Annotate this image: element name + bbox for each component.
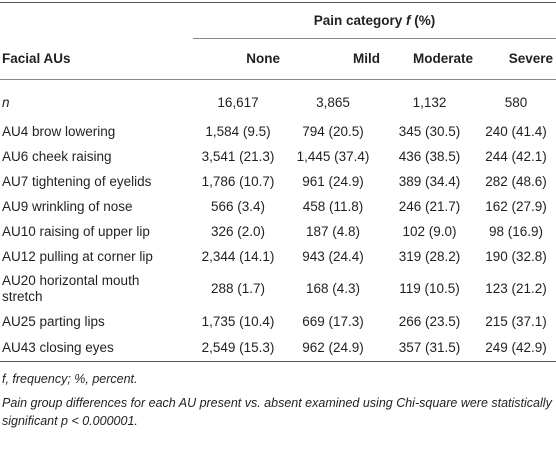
cell: 215 (37.1) xyxy=(485,313,547,329)
cell: 282 (48.6) xyxy=(485,173,547,189)
cell: 389 (34.4) xyxy=(398,173,461,189)
row-label: AU25 parting lips xyxy=(2,313,105,329)
cell: 326 (2.0) xyxy=(210,223,266,239)
cell: 123 (21.2) xyxy=(485,281,547,296)
row-label: AU6 cheek raising xyxy=(2,148,112,164)
cell: 249 (42.9) xyxy=(485,339,547,355)
table-row: AU7 tightening of eyelids 1,786 (10.7) 961… xyxy=(0,169,556,194)
cell: 566 (3.4) xyxy=(210,198,266,214)
column-header: Severe xyxy=(476,38,556,80)
column-header: None xyxy=(193,38,283,80)
cell: 943 (24.4) xyxy=(302,248,364,264)
table-row: AU10 raising of upper lip 326 (2.0) 187 (4… xyxy=(0,219,556,244)
cell: 98 (16.9) xyxy=(488,223,544,239)
group-header-row: Pain category f (%) xyxy=(0,2,556,39)
row-label: AU12 pulling at corner lip xyxy=(2,248,153,264)
cell: 580 xyxy=(504,94,528,110)
group-header-symbol: f xyxy=(406,12,411,28)
table-row: AU20 horizontal mouth stretch 288 (1.7) 16… xyxy=(0,269,556,309)
footnote: Pain group differences for each AU prese… xyxy=(2,396,552,428)
group-header-text: Pain category xyxy=(313,12,403,28)
table-row: AU6 cheek raising 3,541 (21.3) 1,445 (37.4… xyxy=(0,144,556,169)
footnotes: f, frequency; %, percent. Pain group diff… xyxy=(0,362,556,430)
cell: 266 (23.5) xyxy=(398,313,461,329)
cell: 1,735 (10.4) xyxy=(201,313,275,329)
cell: 2,549 (15.3) xyxy=(201,339,275,355)
cell: 458 (11.8) xyxy=(302,198,364,214)
table-body: n 16,617 3,865 1,132 580 AU4 brow lowering 1,5… xyxy=(0,80,556,362)
cell: 3,865 xyxy=(316,94,350,110)
cell: 1,132 xyxy=(412,94,447,110)
cell: 246 (21.7) xyxy=(398,198,461,214)
cell: 436 (38.5) xyxy=(398,148,461,164)
column-header: Moderate xyxy=(383,38,476,80)
footnote: f, frequency; %, percent. xyxy=(2,372,138,386)
cell: 794 (20.5) xyxy=(302,123,364,139)
row-label: AU43 closing eyes xyxy=(2,339,114,355)
row-label: AU20 horizontal mouth stretch xyxy=(2,273,140,304)
row-label: n xyxy=(2,94,10,110)
cell: 162 (27.9) xyxy=(485,198,547,214)
cell: 168 (4.3) xyxy=(305,281,361,296)
cell: 240 (41.4) xyxy=(485,123,547,139)
row-label: AU7 tightening of eyelids xyxy=(2,173,152,189)
table-row: AU43 closing eyes 2,549 (15.3) 962 (24.9) 3… xyxy=(0,334,556,362)
column-header: Facial AUs xyxy=(0,38,193,80)
cell: 962 (24.9) xyxy=(302,339,364,355)
cell: 3,541 (21.3) xyxy=(201,148,275,164)
cell: 961 (24.9) xyxy=(302,173,364,189)
table-row: AU9 wrinkling of nose 566 (3.4) 458 (11.8)… xyxy=(0,194,556,219)
cell: 669 (17.3) xyxy=(302,313,364,329)
row-label: AU9 wrinkling of nose xyxy=(2,198,133,214)
cell: 16,617 xyxy=(217,94,259,110)
cell: 102 (9.0) xyxy=(402,223,457,239)
cell: 1,445 (37.4) xyxy=(296,148,370,164)
cell: 357 (31.5) xyxy=(398,339,461,355)
table-row: AU4 brow lowering 1,584 (9.5) 794 (20.5) 34… xyxy=(0,119,556,144)
row-label: AU10 raising of upper lip xyxy=(2,223,150,239)
cell: 119 (10.5) xyxy=(399,281,460,296)
empty-cell xyxy=(0,3,193,39)
column-header: Mild xyxy=(283,38,383,80)
table-row: AU12 pulling at corner lip 2,344 (14.1) 94… xyxy=(0,244,556,269)
cell: 244 (42.1) xyxy=(485,148,547,164)
cell: 288 (1.7) xyxy=(210,281,266,296)
cell: 187 (4.8) xyxy=(305,223,361,239)
group-header: Pain category f (%) xyxy=(193,2,556,39)
data-table: Pain category f (%) Facial AUs None Mild Mo… xyxy=(0,2,556,362)
cell: 319 (28.2) xyxy=(398,248,461,264)
cell: 1,786 (10.7) xyxy=(201,173,275,189)
cell: 2,344 (14.1) xyxy=(201,248,275,264)
group-header-unit: (%) xyxy=(414,12,436,28)
column-header-row: Facial AUs None Mild Moderate Severe xyxy=(0,38,556,80)
row-label: AU4 brow lowering xyxy=(2,123,116,139)
table-row: n 16,617 3,865 1,132 580 xyxy=(0,80,556,120)
cell: 190 (32.8) xyxy=(485,248,547,264)
table-head: Pain category f (%) Facial AUs None Mild Mo… xyxy=(0,2,556,80)
cell: 1,584 (9.5) xyxy=(205,123,271,139)
table-row: AU25 parting lips 1,735 (10.4) 669 (17.3) 2… xyxy=(0,309,556,334)
cell: 345 (30.5) xyxy=(398,123,461,139)
